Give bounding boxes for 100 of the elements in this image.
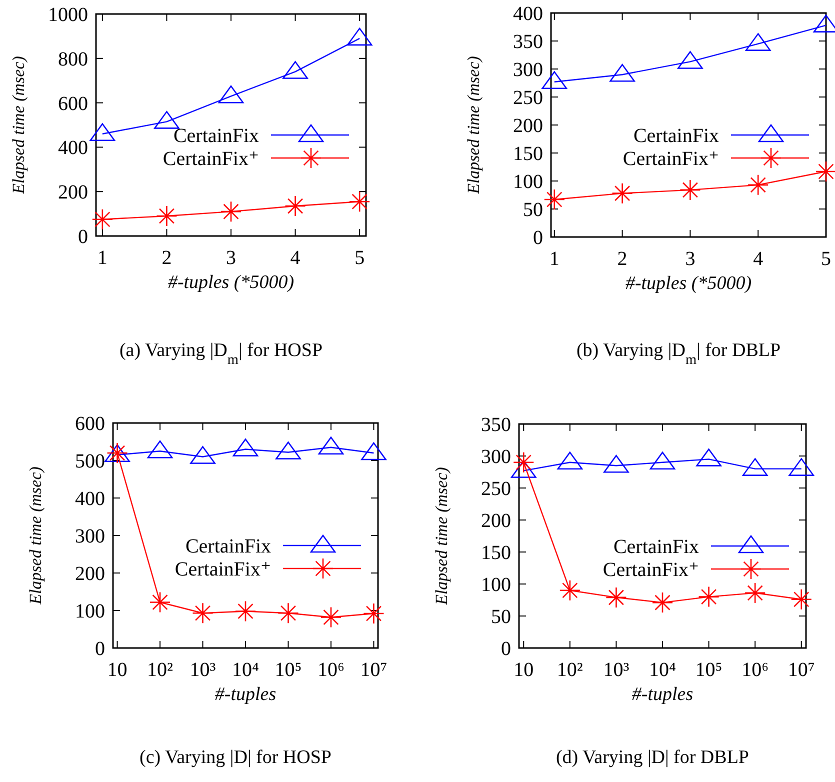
point — [361, 442, 386, 460]
y-tick-label: 100 — [513, 171, 543, 193]
x-tick-label: 10³ — [603, 659, 630, 681]
x-tick-label: 10⁵ — [274, 659, 302, 681]
legend-label: CertainFix⁺ — [162, 148, 259, 170]
point — [192, 602, 214, 624]
point — [604, 454, 629, 473]
y-tick-label: 50 — [523, 199, 543, 221]
point — [320, 606, 342, 628]
y-tick-label: 800 — [58, 48, 88, 70]
point — [278, 602, 299, 624]
point — [234, 600, 256, 622]
point — [346, 28, 372, 46]
y-tick-label: 600 — [58, 92, 88, 115]
y-tick-label: 100 — [75, 600, 105, 622]
text: (a) Varying |D$_{m}$| for HOSP — [119, 340, 323, 368]
x-tick-label: 10² — [147, 659, 174, 681]
y-axis-title: Elapsed time (msec) — [26, 466, 45, 606]
x-tick-label: 10⁶ — [317, 659, 344, 681]
point — [790, 588, 812, 610]
point — [696, 448, 722, 466]
point — [149, 592, 171, 613]
legend-label: CertainFix — [613, 536, 699, 558]
y-tick-label: 200 — [58, 182, 88, 204]
point — [318, 436, 344, 455]
y-tick-label: 200 — [513, 115, 543, 137]
y-tick-label: 1000 — [48, 4, 88, 26]
point — [652, 592, 674, 614]
x-tick-label: 10⁵ — [695, 659, 722, 681]
y-tick-label: 400 — [58, 137, 88, 160]
legend-label: CertainFix⁺ — [602, 559, 699, 581]
point — [90, 123, 116, 142]
point — [747, 174, 769, 196]
point — [348, 190, 370, 212]
point — [220, 200, 242, 222]
legend-label: CertainFix — [185, 536, 271, 558]
point — [282, 61, 308, 79]
text: (c) Varying |D| for HOSP — [140, 747, 332, 768]
point — [276, 442, 301, 460]
point — [92, 208, 114, 230]
point — [218, 85, 244, 104]
point — [698, 586, 720, 608]
x-tick-label: 10⁴ — [232, 659, 260, 681]
x-tick-label: 10 — [514, 659, 534, 681]
point — [610, 64, 635, 82]
point — [190, 446, 216, 464]
point — [154, 111, 180, 129]
x-tick-label: 10 — [107, 659, 128, 681]
y-tick-label: 250 — [481, 478, 511, 500]
y-tick-label: 0 — [501, 638, 511, 660]
text: (b) Varying |D$_{m}$| for DBLP — [576, 340, 781, 368]
y-tick-label: 100 — [481, 574, 511, 596]
x-tick-label: 2 — [617, 248, 628, 270]
y-tick-label: 300 — [481, 446, 511, 468]
x-axis-title: #-tuples (*5000) — [625, 273, 752, 294]
x-tick-label: 1 — [549, 248, 560, 270]
point — [557, 452, 583, 470]
y-axis-title: Elapsed time (msec) — [9, 56, 28, 195]
legend-label: CertainFix⁺ — [174, 558, 271, 580]
legend-label: CertainFix — [633, 125, 719, 147]
y-tick-label: 0 — [95, 638, 105, 660]
point — [544, 188, 566, 210]
y-tick-label: 0 — [78, 226, 88, 248]
point — [606, 586, 627, 608]
y-axis-title: Elapsed time (msec) — [432, 466, 451, 606]
x-tick-label: 4 — [753, 248, 764, 270]
point — [147, 440, 173, 458]
point — [284, 195, 306, 217]
y-tick-label: 50 — [491, 606, 511, 628]
x-tick-label: 10⁴ — [649, 659, 676, 681]
y-tick-label: 600 — [75, 413, 105, 435]
y-tick-label: 200 — [75, 563, 105, 585]
x-tick-label: 10⁷ — [788, 659, 815, 681]
x-tick-label: 10⁷ — [360, 659, 388, 681]
x-tick-label: 1 — [97, 247, 108, 269]
y-tick-label: 500 — [75, 450, 105, 472]
y-tick-label: 200 — [481, 510, 511, 532]
x-axis-title: #-tuples — [214, 684, 276, 705]
x-tick-label: 5 — [354, 247, 365, 269]
y-tick-label: 250 — [513, 87, 543, 109]
point — [156, 205, 178, 227]
x-tick-label: 10⁶ — [742, 659, 769, 681]
y-tick-label: 300 — [513, 59, 543, 81]
text: (d) Varying |D| for DBLP — [556, 747, 750, 768]
y-tick-label: 350 — [481, 414, 511, 436]
point — [363, 602, 384, 624]
x-axis-title: #-tuples (*5000) — [168, 272, 294, 293]
x-tick-label: 2 — [162, 247, 172, 269]
point — [650, 452, 676, 470]
y-tick-label: 150 — [481, 542, 511, 564]
point — [612, 182, 633, 204]
point — [542, 71, 568, 90]
y-tick-label: 0 — [533, 227, 543, 249]
y-axis-title: Elapsed time (msec) — [464, 56, 483, 195]
x-tick-label: 3 — [226, 247, 236, 269]
x-axis-title: #-tuples — [632, 684, 694, 705]
x-tick-label: 3 — [685, 248, 696, 270]
x-tick-label: 4 — [290, 247, 300, 269]
y-tick-label: 400 — [75, 488, 105, 510]
point — [744, 582, 766, 604]
